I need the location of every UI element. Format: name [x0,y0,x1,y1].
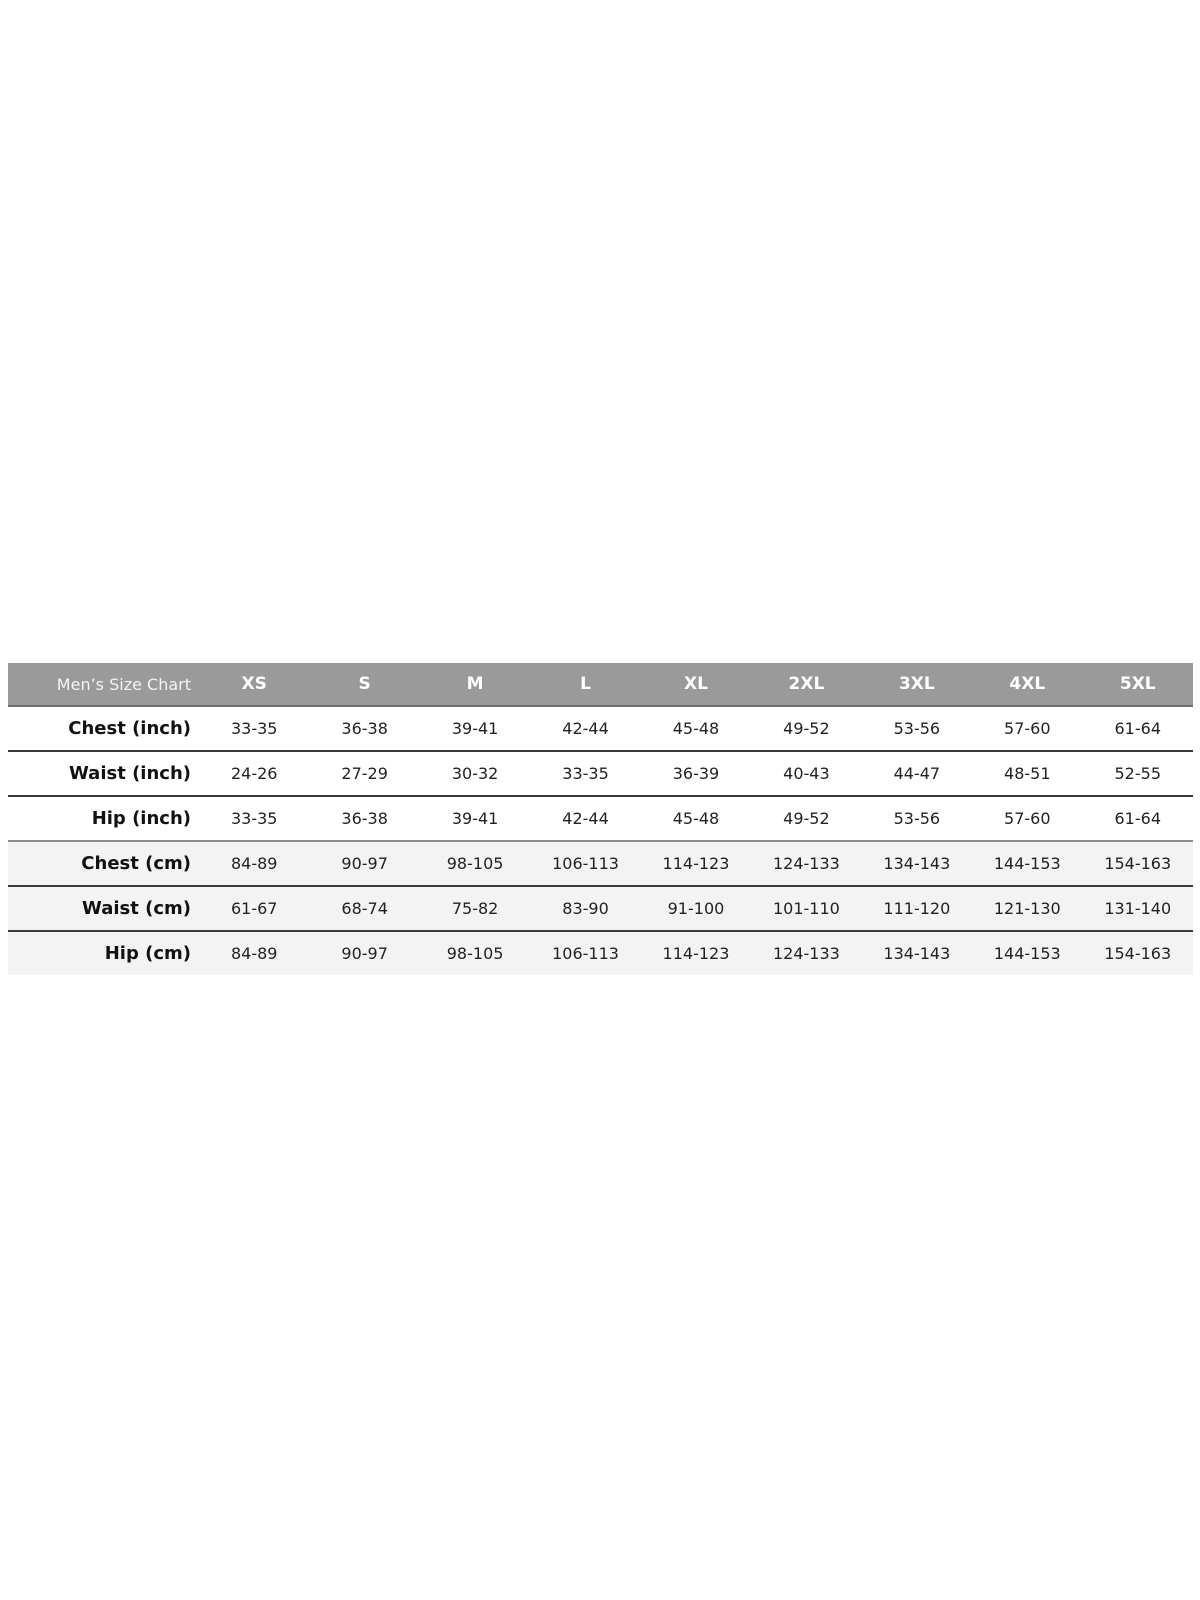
table-cell: 154-163 [1082,841,1193,887]
table-cell: 42-44 [530,796,641,842]
table-cell: 91-100 [640,886,752,932]
size-header-l: L [530,663,641,707]
table-cell: 68-74 [309,886,420,932]
header-row: Men’s Size Chart XS S M L XL 2XL 3XL 4XL 5XL [8,663,1193,707]
table-cell: 42-44 [530,706,641,752]
row-label: Hip (inch) [8,796,199,842]
table-cell: 49-52 [751,796,862,842]
table-cell: 27-29 [309,751,420,797]
table-cell: 98-105 [419,841,531,887]
table-cell: 101-110 [751,886,862,932]
table-cell: 33-35 [199,706,310,752]
table-cell: 84-89 [199,841,310,887]
table-row: Chest (cm) 84-89 90-97 98-105 106-113 114-123… [8,841,1193,887]
table-cell: 124-133 [751,841,862,887]
table-row: Waist (cm) 61-67 68-74 75-82 83-90 91-100 101-… [8,886,1193,932]
size-header-m: M [419,663,531,707]
table-cell: 57-60 [972,796,1083,842]
table-title: Men’s Size Chart [8,663,199,707]
table-cell: 48-51 [972,751,1083,797]
table-cell: 61-64 [1082,706,1193,752]
table-cell: 98-105 [419,931,531,975]
table-row: Hip (cm) 84-89 90-97 98-105 106-113 114-123 12… [8,931,1193,975]
table-cell: 134-143 [861,841,973,887]
table-cell: 40-43 [751,751,862,797]
table-cell: 134-143 [861,931,973,975]
table-cell: 52-55 [1082,751,1193,797]
table-cell: 144-153 [972,931,1083,975]
size-header-xs: XS [199,663,310,707]
size-header-xl: XL [640,663,752,707]
size-header-3xl: 3XL [861,663,973,707]
table-cell: 53-56 [861,706,973,752]
table-cell: 75-82 [419,886,531,932]
table-cell: 154-163 [1082,931,1193,975]
table-cell: 49-52 [751,706,862,752]
table-cell: 114-123 [640,841,752,887]
table-cell: 83-90 [530,886,641,932]
table-cell: 33-35 [530,751,641,797]
table-cell: 61-67 [199,886,310,932]
table-cell: 36-38 [309,796,420,842]
table-cell: 45-48 [640,706,752,752]
table-cell: 131-140 [1082,886,1193,932]
table-row: Waist (inch) 24-26 27-29 30-32 33-35 36-39 40-… [8,751,1193,797]
table-cell: 33-35 [199,796,310,842]
table-cell: 90-97 [309,931,420,975]
table-cell: 44-47 [861,751,973,797]
table-cell: 39-41 [419,706,531,752]
size-header-s: S [309,663,420,707]
table-row: Chest (inch) 33-35 36-38 39-41 42-44 45-48 49-… [8,706,1193,752]
size-header-2xl: 2XL [751,663,862,707]
table-cell: 36-38 [309,706,420,752]
table-cell: 121-130 [972,886,1083,932]
table-cell: 124-133 [751,931,862,975]
table-cell: 39-41 [419,796,531,842]
table-cell: 106-113 [530,841,641,887]
table-cell: 114-123 [640,931,752,975]
table-cell: 111-120 [861,886,973,932]
row-label: Waist (inch) [8,751,199,797]
size-header-4xl: 4XL [972,663,1083,707]
row-label: Waist (cm) [8,886,199,932]
row-label: Chest (inch) [8,706,199,752]
table-cell: 144-153 [972,841,1083,887]
table-cell: 30-32 [419,751,531,797]
row-label: Hip (cm) [8,931,199,975]
row-label: Chest (cm) [8,841,199,887]
table-cell: 84-89 [199,931,310,975]
table-cell: 57-60 [972,706,1083,752]
table-row: Hip (inch) 33-35 36-38 39-41 42-44 45-48 49-52… [8,796,1193,842]
table-cell: 53-56 [861,796,973,842]
table-cell: 24-26 [199,751,310,797]
size-chart-table: Men’s Size Chart XS S M L XL 2XL 3XL 4XL 5XL Che… [8,663,1193,975]
table-cell: 45-48 [640,796,752,842]
table-cell: 90-97 [309,841,420,887]
table-cell: 106-113 [530,931,641,975]
size-header-5xl: 5XL [1082,663,1193,707]
table-cell: 61-64 [1082,796,1193,842]
table-cell: 36-39 [640,751,752,797]
